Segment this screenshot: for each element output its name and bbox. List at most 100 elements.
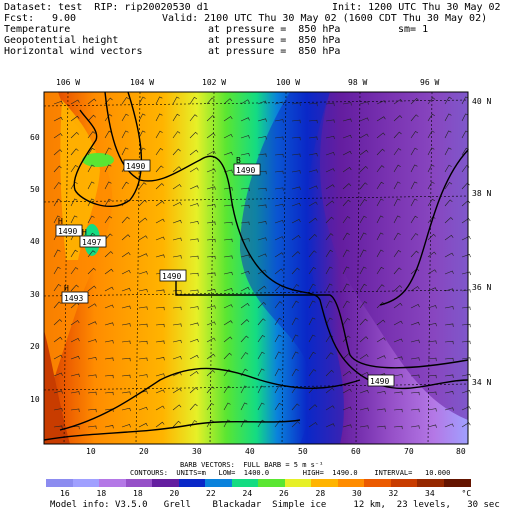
contour-label-box bbox=[123, 159, 151, 172]
wind-barb bbox=[308, 422, 318, 428]
lon-label-96w: 96 W bbox=[420, 78, 440, 87]
wind-barb bbox=[393, 302, 403, 309]
wind-barb bbox=[240, 302, 250, 309]
wind-barb bbox=[87, 425, 97, 430]
map-frame bbox=[43, 91, 469, 445]
wind-barb bbox=[223, 304, 233, 309]
wind-barb bbox=[138, 340, 148, 345]
wind-barb bbox=[325, 249, 333, 258]
wind-barb bbox=[393, 98, 403, 105]
wind-barb bbox=[104, 304, 114, 309]
wind-barb bbox=[87, 408, 97, 413]
wind-barb bbox=[410, 286, 420, 292]
wind-barb bbox=[291, 317, 299, 326]
wind-barb bbox=[410, 181, 418, 190]
wind-barb bbox=[325, 283, 333, 292]
contour-marker: H bbox=[64, 284, 69, 293]
wind-barb bbox=[138, 374, 148, 378]
wind-barb bbox=[155, 113, 163, 122]
contour-marker: H bbox=[82, 228, 87, 237]
wind-barb bbox=[376, 425, 386, 430]
y-tick-50: 50 bbox=[30, 185, 40, 194]
wind-barb bbox=[206, 305, 216, 309]
wind-barb bbox=[53, 319, 63, 326]
x-tick-10: 10 bbox=[86, 447, 96, 456]
wind-barb bbox=[427, 251, 437, 258]
lon-label-98w: 98 W bbox=[348, 78, 368, 87]
colorbar-cell bbox=[46, 479, 73, 487]
wind-barb bbox=[325, 102, 335, 107]
wind-barb bbox=[427, 424, 437, 428]
wind-barb bbox=[189, 387, 199, 394]
wind-barb bbox=[308, 217, 318, 224]
wind-barb bbox=[359, 407, 369, 412]
wind-barb bbox=[240, 402, 248, 411]
wind-barb bbox=[70, 391, 80, 395]
colorbar-cell bbox=[258, 479, 285, 487]
wind-barb bbox=[138, 422, 148, 428]
wind-barb bbox=[427, 97, 436, 105]
wind-barb bbox=[461, 373, 471, 378]
wind-barb bbox=[376, 390, 386, 395]
wind-barb bbox=[70, 99, 80, 105]
wind-barb bbox=[342, 183, 352, 190]
wind-barb bbox=[257, 253, 267, 258]
wind-barb bbox=[444, 423, 454, 428]
wind-barb bbox=[274, 236, 284, 241]
wind-barb bbox=[87, 339, 97, 343]
wind-barb bbox=[410, 357, 420, 361]
wind-barb bbox=[189, 114, 198, 122]
wind-barb bbox=[240, 254, 250, 258]
wind-barb bbox=[206, 97, 215, 105]
wind-barb bbox=[308, 185, 318, 190]
wind-barb bbox=[257, 351, 265, 360]
contour-label-box bbox=[79, 235, 107, 248]
wind-barb bbox=[121, 374, 131, 379]
wind-barb bbox=[87, 181, 95, 190]
wind-barb bbox=[342, 370, 352, 377]
wind-barb bbox=[444, 113, 452, 122]
wind-barb bbox=[393, 131, 402, 139]
wind-barb bbox=[308, 283, 316, 292]
wind-barb bbox=[257, 204, 267, 208]
wind-barb bbox=[461, 340, 471, 345]
wind-barb bbox=[206, 289, 216, 293]
wind-barb bbox=[427, 181, 435, 190]
colorbar-cell bbox=[99, 479, 126, 487]
wind-barb bbox=[87, 391, 97, 396]
wind-barb bbox=[240, 270, 250, 275]
wind-barb bbox=[274, 301, 283, 309]
wind-barb bbox=[223, 169, 233, 173]
wind-barb bbox=[444, 288, 454, 292]
wind-barb bbox=[274, 136, 284, 141]
wind-barb bbox=[342, 249, 350, 258]
wind-barb bbox=[138, 253, 148, 258]
wind-barb bbox=[189, 203, 199, 207]
wind-barb bbox=[87, 303, 97, 309]
wind-barb bbox=[189, 255, 199, 260]
wind-barb bbox=[121, 181, 129, 190]
wind-barb bbox=[274, 220, 284, 224]
contour-label: 1490 bbox=[159, 269, 187, 282]
wind-barb bbox=[70, 198, 78, 207]
wind-barb bbox=[138, 357, 148, 362]
wind-barb bbox=[257, 334, 266, 343]
wind-barb bbox=[274, 351, 282, 360]
longitude-line bbox=[135, 91, 141, 445]
wind-barb bbox=[325, 119, 335, 123]
y-tick-60: 60 bbox=[30, 133, 40, 142]
wind-barb bbox=[410, 130, 419, 139]
wind-barb bbox=[138, 271, 148, 275]
contour-label-box bbox=[55, 224, 83, 237]
colorbar-tick-label: 34 bbox=[425, 489, 435, 498]
wind-barb bbox=[53, 408, 63, 412]
field-temperature-level: at pressure = 850 hPa bbox=[208, 24, 341, 35]
wind-barb bbox=[240, 187, 250, 192]
y-tick-40: 40 bbox=[30, 237, 40, 246]
wind-barb bbox=[308, 317, 316, 326]
field-height-level: at pressure = 850 hPa bbox=[208, 35, 341, 46]
wind-barb bbox=[342, 283, 350, 292]
wind-barb bbox=[138, 288, 148, 293]
wind-barb bbox=[138, 406, 148, 411]
wind-barb bbox=[342, 388, 352, 394]
